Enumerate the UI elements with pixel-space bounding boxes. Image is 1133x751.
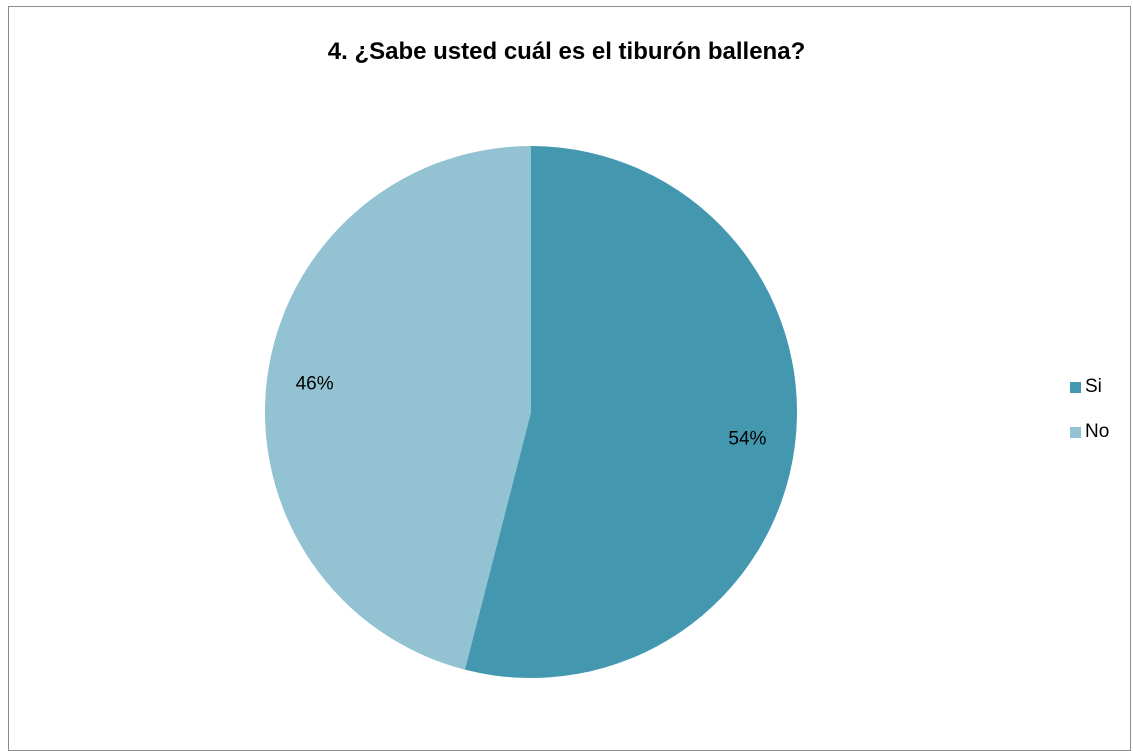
- pie-slice-no: [265, 146, 531, 670]
- legend-swatch-no: [1070, 426, 1081, 438]
- legend-label-no: No: [1085, 421, 1110, 442]
- pie-slice-si: [464, 146, 797, 678]
- legend: Si No: [1070, 375, 1109, 465]
- legend-item-no: No: [1070, 420, 1109, 444]
- legend-item-si: Si: [1070, 375, 1109, 399]
- data-label-no: 46%: [296, 374, 334, 395]
- data-label-si: 54%: [728, 428, 766, 449]
- chart-title: 4. ¿Sabe usted cuál es el tiburón ballen…: [327, 38, 806, 65]
- legend-label-si: Si: [1085, 376, 1102, 397]
- legend-swatch-si: [1070, 381, 1081, 393]
